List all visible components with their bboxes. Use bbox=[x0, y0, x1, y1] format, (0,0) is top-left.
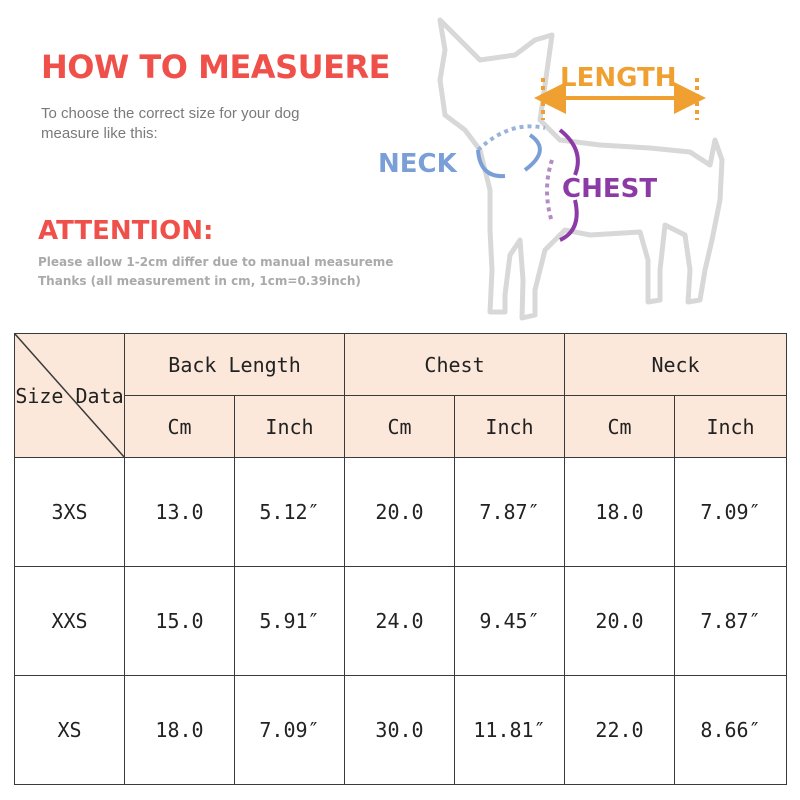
chest-label: CHEST bbox=[562, 174, 657, 204]
table-cell: 7.87″ bbox=[454, 457, 566, 567]
neck-label: NECK bbox=[378, 149, 458, 179]
table-row: XXS 15.0 5.91″ 24.0 9.45″ 20.0 7.87″ bbox=[14, 566, 788, 676]
table-unit-header-row: Cm Inch Cm Inch Cm Inch bbox=[15, 395, 788, 458]
instruction-line-2: measure like this: bbox=[41, 125, 158, 142]
table-row: XS 18.0 7.09″ 30.0 11.81″ 22.0 8.66″ bbox=[14, 675, 788, 785]
table-cell: 13.0 bbox=[124, 457, 235, 567]
table-cell: 11.81″ bbox=[454, 675, 566, 785]
table-cell: 18.0 bbox=[564, 457, 676, 567]
table-cell: 8.66″ bbox=[674, 675, 788, 785]
size-cell: XS bbox=[14, 675, 125, 785]
table-cell: 30.0 bbox=[344, 675, 456, 785]
table-cell: 7.09″ bbox=[674, 457, 788, 567]
size-cell: 3XS bbox=[14, 457, 125, 567]
unit-header-cm: Cm bbox=[344, 395, 456, 458]
attention-title: ATTENTION: bbox=[38, 216, 214, 246]
instructions: To choose the correct size for your dog … bbox=[41, 104, 341, 144]
unit-header-inch: Inch bbox=[454, 395, 566, 458]
length-label: LENGTH bbox=[560, 63, 676, 93]
page-title: HOW TO MEASUERE bbox=[41, 48, 390, 86]
neck-header: Neck bbox=[564, 333, 788, 396]
table-cell: 7.87″ bbox=[674, 566, 788, 676]
table-cell: 20.0 bbox=[344, 457, 456, 567]
table-cell: 5.12″ bbox=[233, 457, 346, 567]
chest-header: Chest bbox=[344, 333, 566, 396]
dog-measurement-diagram: LENGTH NECK CHEST bbox=[378, 17, 725, 321]
attention-note-2: Thanks (all measurement in cm, 1cm=0.39i… bbox=[38, 274, 361, 288]
corner-diagonal-line bbox=[15, 334, 125, 458]
corner-header-cell: Size Data bbox=[14, 333, 125, 458]
table-cell: 22.0 bbox=[564, 675, 676, 785]
unit-header-cm: Cm bbox=[564, 395, 676, 458]
dog-silhouette bbox=[437, 17, 725, 321]
table-cell: 24.0 bbox=[344, 566, 456, 676]
unit-header-cm: Cm bbox=[124, 395, 235, 458]
back-length-header: Back Length bbox=[123, 333, 346, 396]
table-row: 3XS 13.0 5.12″ 20.0 7.87″ 18.0 7.09″ bbox=[14, 457, 788, 567]
table-cell: 9.45″ bbox=[454, 566, 566, 676]
unit-header-inch: Inch bbox=[674, 395, 788, 458]
size-data-label: Size Data bbox=[15, 383, 124, 408]
size-chart-table: Size Data Back Length Chest Neck Cm Inch… bbox=[14, 333, 788, 785]
table-cell: 20.0 bbox=[564, 566, 676, 676]
size-cell: XXS bbox=[14, 566, 125, 676]
unit-header-inch: Inch bbox=[233, 395, 346, 458]
attention-note-1: Please allow 1-2cm differ due to manual … bbox=[38, 255, 394, 269]
table-cell: 7.09″ bbox=[233, 675, 346, 785]
table-cell: 5.91″ bbox=[233, 566, 346, 676]
instruction-line-1: To choose the correct size for your dog bbox=[41, 105, 300, 122]
table-cell: 15.0 bbox=[124, 566, 235, 676]
table-cell: 18.0 bbox=[124, 675, 235, 785]
table-group-header-row: Size Data Back Length Chest Neck bbox=[14, 333, 788, 458]
